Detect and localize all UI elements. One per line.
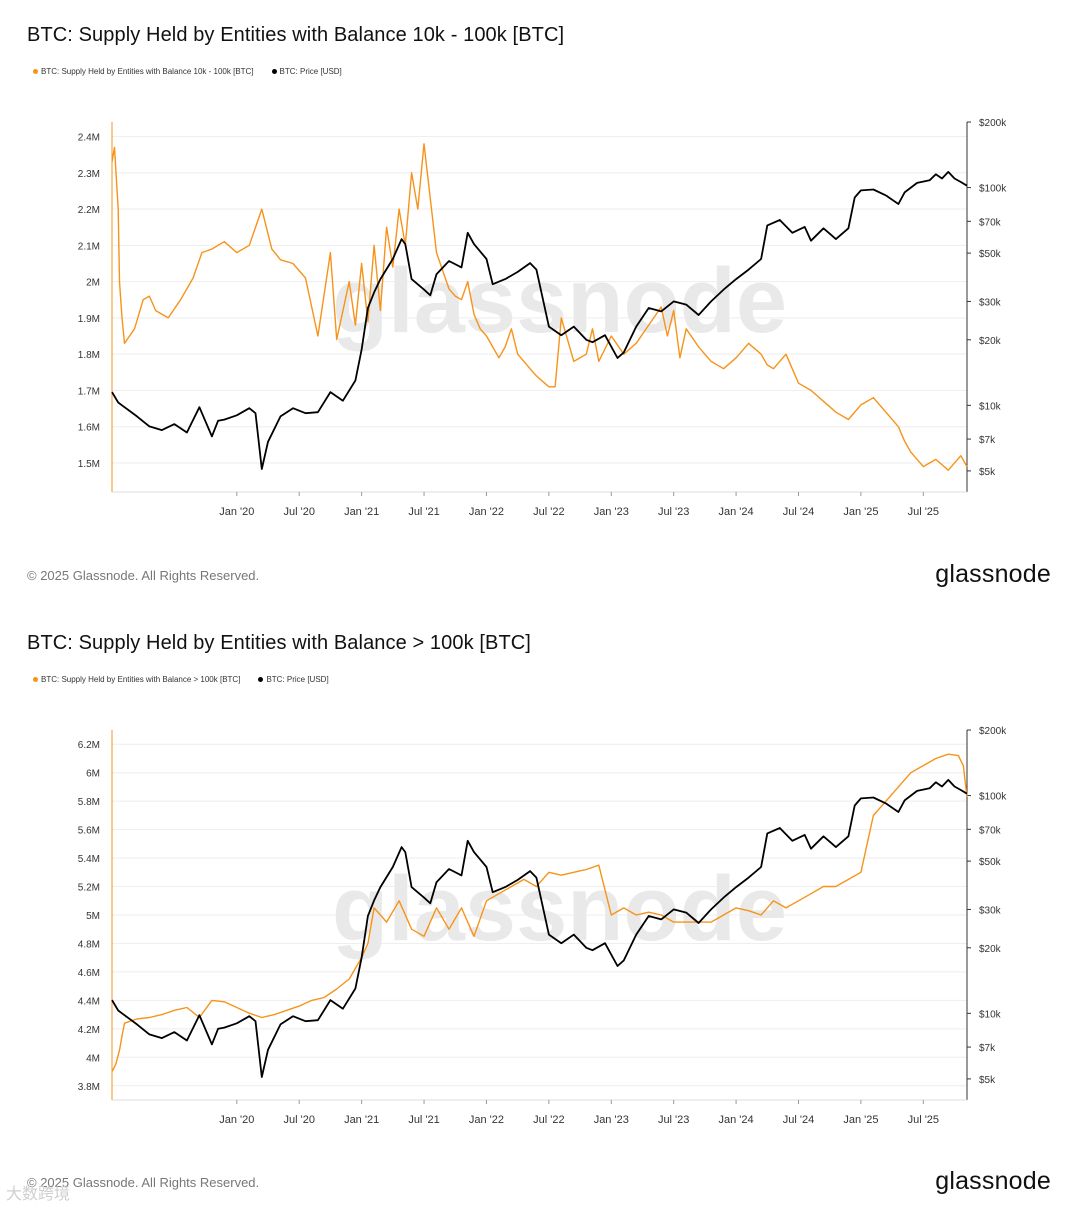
y-left-tick-label: 2.1M xyxy=(78,241,100,252)
chart-watermark: glassnode xyxy=(332,858,787,960)
chart-legend: BTC: Supply Held by Entities with Balanc… xyxy=(33,67,360,76)
y-right-tick-label: $30k xyxy=(979,297,1002,308)
legend-label: BTC: Supply Held by Entities with Balanc… xyxy=(41,675,241,684)
y-left-tick-label: 5.6M xyxy=(78,826,100,837)
legend-entry-price[interactable]: BTC: Price [USD] xyxy=(258,675,329,684)
y-left-tick-label: 5.2M xyxy=(78,883,100,894)
chart-panel-2: BTC: Supply Held by Entities with Balanc… xyxy=(0,607,1080,1214)
x-tick-label: Jan '23 xyxy=(594,1114,629,1126)
chart-plot[interactable]: 1.5M 1.6M 1.7M 1.8M 1.9M 2M 2.1M 2.2M 2.3M 2.4M $5… xyxy=(0,110,1080,530)
copyright-text: © 2025 Glassnode. All Rights Reserved. xyxy=(27,1175,260,1190)
x-tick-label: Jul '23 xyxy=(658,1114,689,1126)
y-left-tick-label: 4.6M xyxy=(78,968,100,979)
y-left-tick-label: 2.4M xyxy=(78,133,100,144)
chart-plot[interactable]: 3.8M 4M 4.2M 4.4M 4.6M 4.8M 5M 5.2M 5.4M 5.6M 5.8M… xyxy=(0,718,1080,1138)
y-left-tick-label: 3.8M xyxy=(78,1082,100,1093)
y-left-tick-label: 5M xyxy=(86,911,100,922)
x-tick-label: Jan '21 xyxy=(344,1114,379,1126)
x-tick-label: Jul '23 xyxy=(658,506,689,518)
chart-title: BTC: Supply Held by Entities with Balanc… xyxy=(27,632,531,654)
y-right-tick-label: $5k xyxy=(979,1075,996,1086)
y-left-tick-label: 6M xyxy=(86,769,100,780)
price-series-line xyxy=(111,171,968,470)
y-left-tick-label: 2.2M xyxy=(78,205,100,216)
legend-dot-icon xyxy=(271,69,277,74)
x-tick-label: Jan '23 xyxy=(594,506,629,518)
x-tick-label: Jan '20 xyxy=(219,1114,254,1126)
legend-label: BTC: Price [USD] xyxy=(266,675,329,684)
x-tick-label: Jan '24 xyxy=(719,1114,754,1126)
legend-dot-icon xyxy=(33,677,38,682)
legend-entry-price[interactable]: BTC: Price [USD] xyxy=(271,67,342,76)
y-right-tick-label: $50k xyxy=(979,857,1002,868)
overlay-watermark-text: 大数跨境 xyxy=(6,1186,71,1203)
y-right-tick-label: $50k xyxy=(979,249,1002,260)
y-right-tick-label: $20k xyxy=(979,944,1002,955)
y-left-tick-label: 1.5M xyxy=(78,459,100,470)
x-tick-label: Jan '25 xyxy=(843,1114,878,1126)
y-right-tick-label: $100k xyxy=(979,184,1007,195)
y-left-tick-label: 1.7M xyxy=(78,386,100,397)
y-left-tick-label: 2.3M xyxy=(78,169,100,180)
legend-label: BTC: Supply Held by Entities with Balanc… xyxy=(41,67,254,76)
x-tick-label: Jul '20 xyxy=(283,1114,314,1126)
x-tick-label: Jan '22 xyxy=(469,1114,504,1126)
y-right-tick-label: $5k xyxy=(979,467,996,478)
x-tick-label: Jan '22 xyxy=(469,506,504,518)
glassnode-logo: glassnode xyxy=(935,1167,1051,1195)
y-right-tick-label: $30k xyxy=(979,905,1002,916)
x-tick-label: Jul '21 xyxy=(408,1114,439,1126)
legend-dot-icon xyxy=(258,677,264,682)
y-left-tick-label: 1.9M xyxy=(78,314,100,325)
x-tick-label: Jul '25 xyxy=(908,1114,939,1126)
x-tick-label: Jul '22 xyxy=(533,506,564,518)
y-left-tick-label: 6.2M xyxy=(78,740,100,751)
y-right-tick-label: $10k xyxy=(979,401,1002,412)
y-right-tick-label: $70k xyxy=(979,217,1002,228)
y-left-tick-label: 5.8M xyxy=(78,797,100,808)
price-series-line xyxy=(111,779,968,1078)
x-tick-label: Jan '24 xyxy=(719,506,754,518)
chart-title: BTC: Supply Held by Entities with Balanc… xyxy=(27,24,565,46)
legend-entry-supply[interactable]: BTC: Supply Held by Entities with Balanc… xyxy=(33,675,240,684)
x-tick-label: Jul '21 xyxy=(408,506,439,518)
y-left-tick-label: 1.8M xyxy=(78,350,100,361)
y-right-tick-label: $20k xyxy=(979,336,1002,347)
y-left-tick-label: 4.8M xyxy=(78,939,100,950)
legend-entry-supply[interactable]: BTC: Supply Held by Entities with Balanc… xyxy=(33,67,254,76)
x-tick-label: Jul '24 xyxy=(783,506,814,518)
y-right-tick-label: $200k xyxy=(979,118,1007,129)
y-right-tick-label: $200k xyxy=(979,726,1007,737)
x-tick-label: Jul '20 xyxy=(283,506,314,518)
y-left-tick-label: 1.6M xyxy=(78,423,100,434)
x-tick-label: Jul '24 xyxy=(783,1114,814,1126)
x-tick-label: Jul '22 xyxy=(533,1114,564,1126)
y-left-tick-label: 2M xyxy=(86,278,100,289)
glassnode-logo: glassnode xyxy=(935,560,1051,588)
chart-legend: BTC: Supply Held by Entities with Balanc… xyxy=(33,675,347,684)
y-left-tick-label: 4.2M xyxy=(78,1025,100,1036)
x-tick-label: Jan '20 xyxy=(219,506,254,518)
y-left-tick-label: 5.4M xyxy=(78,854,100,865)
x-tick-label: Jan '25 xyxy=(843,506,878,518)
x-tick-label: Jan '21 xyxy=(344,506,379,518)
y-right-tick-label: $70k xyxy=(979,825,1002,836)
copyright-text: © 2025 Glassnode. All Rights Reserved. xyxy=(27,568,260,583)
supply-series-line xyxy=(111,143,968,471)
legend-label: BTC: Price [USD] xyxy=(279,67,342,76)
y-right-tick-label: $7k xyxy=(979,435,996,446)
chart-panel-1: BTC: Supply Held by Entities with Balanc… xyxy=(0,0,1080,607)
x-tick-label: Jul '25 xyxy=(908,506,939,518)
legend-dot-icon xyxy=(33,69,38,74)
y-left-tick-label: 4M xyxy=(86,1053,100,1064)
y-left-tick-label: 4.4M xyxy=(78,996,100,1007)
y-right-tick-label: $7k xyxy=(979,1043,996,1054)
y-right-tick-label: $100k xyxy=(979,792,1007,803)
supply-series-line xyxy=(111,753,968,1072)
y-right-tick-label: $10k xyxy=(979,1009,1002,1020)
